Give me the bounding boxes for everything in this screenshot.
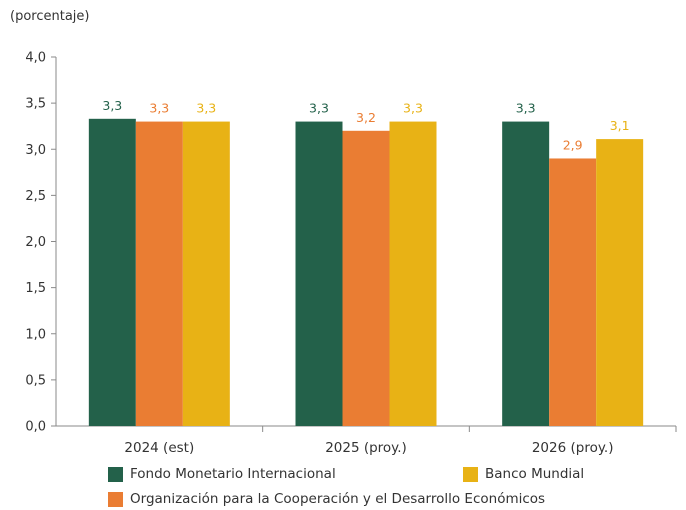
legend-item-bm: Banco Mundial (463, 466, 584, 482)
legend-label-ocde: Organización para la Cooperación y el De… (130, 491, 546, 507)
legend-label-bm: Banco Mundial (485, 466, 585, 482)
bar (135, 121, 183, 426)
y-tick-label: 4,0 (25, 51, 46, 66)
data-label: 3,3 (403, 101, 423, 116)
bar (502, 121, 550, 426)
y-tick-label: 1,0 (25, 327, 46, 342)
bar (596, 139, 644, 427)
data-label: 3,3 (149, 101, 169, 116)
y-tick-label: 2,5 (25, 189, 46, 204)
bar (549, 158, 597, 426)
data-label: 3,3 (309, 101, 329, 116)
y-tick-label: 3,5 (25, 97, 46, 112)
data-label: 3,3 (516, 101, 536, 116)
legend-item-fmi: Fondo Monetario Internacional (108, 466, 336, 482)
legend-swatch-bm (463, 466, 478, 482)
y-tick-label: 0,0 (25, 420, 46, 435)
bar (182, 121, 230, 426)
y-tick-label: 0,5 (25, 373, 46, 388)
y-tick-label: 3,0 (25, 143, 46, 158)
data-label: 3,3 (102, 98, 122, 113)
x-tick-label: 2026 (proy.) (532, 440, 614, 456)
data-label: 2,9 (563, 137, 583, 152)
legend-swatch-ocde (108, 491, 123, 507)
legend-item-ocde: Organización para la Cooperación y el De… (108, 491, 545, 507)
bar (389, 121, 437, 426)
y-tick-label: 1,5 (25, 281, 46, 296)
data-label: 3,3 (196, 101, 216, 116)
x-tick-label: 2025 (proy.) (325, 440, 407, 456)
legend-label-fmi: Fondo Monetario Internacional (130, 466, 336, 482)
y-unit-label: (porcentaje) (10, 9, 90, 24)
data-label: 3,1 (610, 118, 630, 133)
bar (295, 121, 343, 426)
legend: Fondo Monetario Internacional Banco Mund… (108, 466, 668, 510)
y-tick-label: 2,0 (25, 235, 46, 250)
data-label: 3,2 (356, 110, 376, 125)
bar (88, 118, 136, 427)
x-tick-label: 2024 (est) (124, 440, 194, 456)
legend-swatch-fmi (108, 466, 123, 482)
bar (342, 130, 390, 427)
